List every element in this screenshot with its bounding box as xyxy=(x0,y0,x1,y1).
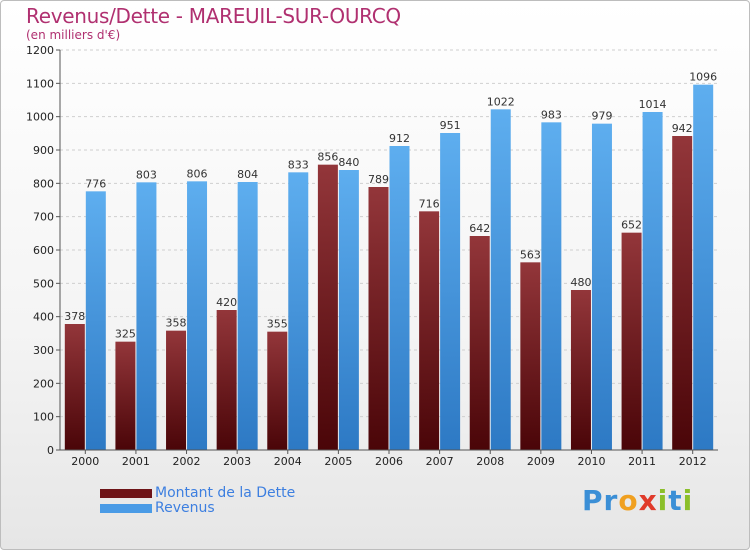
data-label-revenus-2009: 983 xyxy=(541,108,562,121)
data-label-debt-2006: 789 xyxy=(368,173,389,186)
chart-subtitle: (en milliers d'€) xyxy=(26,28,121,42)
logo-letter: o xyxy=(618,484,639,517)
y-tick-label: 800 xyxy=(33,177,54,190)
data-label-debt-2007: 716 xyxy=(419,197,440,210)
bar-revenus-2001 xyxy=(136,182,157,451)
x-tick-label: 2000 xyxy=(71,455,99,468)
bar-revenus-2004 xyxy=(288,172,309,451)
data-label-revenus-2003: 804 xyxy=(237,168,258,181)
data-labels: 378 776 325 803 358 806 420 804 355 833 856 840 789 9… xyxy=(64,71,717,341)
x-tick-label: 2008 xyxy=(476,455,504,468)
data-label-revenus-2004: 833 xyxy=(288,158,309,171)
y-tick-label: 700 xyxy=(33,211,54,224)
data-label-debt-2002: 358 xyxy=(166,317,187,330)
bar-debt-2010 xyxy=(570,290,591,450)
bar-debt-2006 xyxy=(368,187,389,450)
x-axis: 2000 2001 2002 2003 2004 2005 2006 2007 2008 2009… xyxy=(60,449,718,468)
data-label-debt-2003: 420 xyxy=(216,296,237,309)
x-tick-label: 2004 xyxy=(274,455,302,468)
y-tick-label: 1000 xyxy=(26,111,54,124)
data-label-revenus-2007: 951 xyxy=(440,119,461,132)
bar-debt-2003 xyxy=(216,310,237,450)
logo-letter: t xyxy=(668,484,683,517)
bar-debt-2008 xyxy=(469,236,490,450)
bar-debt-2000 xyxy=(64,324,85,450)
x-tick-label: 2005 xyxy=(324,455,352,468)
x-tick-label: 2006 xyxy=(375,455,403,468)
y-tick-label: 600 xyxy=(33,244,54,257)
legend-label-revenus: Revenus xyxy=(155,500,215,516)
data-label-debt-2008: 642 xyxy=(469,222,490,235)
data-label-debt-2010: 480 xyxy=(570,276,591,289)
bar-debt-2009 xyxy=(520,262,541,450)
bar-revenus-2006 xyxy=(389,146,410,450)
logo-letter: i xyxy=(657,484,669,517)
x-tick-label: 2007 xyxy=(426,455,454,468)
y-tick-label: 200 xyxy=(33,377,54,390)
x-tick-label: 2010 xyxy=(577,455,605,468)
data-label-revenus-2002: 806 xyxy=(187,167,208,180)
data-label-debt-2011: 652 xyxy=(621,219,642,232)
data-label-revenus-2000: 776 xyxy=(85,177,106,190)
data-label-revenus-2005: 840 xyxy=(338,156,359,169)
logo-letter: r xyxy=(603,484,619,517)
data-label-revenus-2011: 1014 xyxy=(639,98,667,111)
grid-lines xyxy=(60,49,718,451)
bars xyxy=(64,84,714,451)
data-label-debt-2000: 378 xyxy=(64,310,85,323)
x-tick-label: 2009 xyxy=(527,455,555,468)
bar-debt-2001 xyxy=(115,341,136,450)
proxiti-logo: Proxiti xyxy=(582,484,693,517)
logo-letter: i xyxy=(682,484,694,517)
data-label-revenus-2006: 912 xyxy=(389,132,410,145)
bar-revenus-2005 xyxy=(338,170,359,450)
bar-revenus-2007 xyxy=(440,133,461,450)
x-tick-label: 2012 xyxy=(679,455,707,468)
bar-revenus-2011 xyxy=(642,112,663,450)
y-tick-label: 1100 xyxy=(26,77,54,90)
data-label-debt-2004: 355 xyxy=(267,318,288,331)
logo-letter: x xyxy=(638,484,658,517)
y-tick-label: 100 xyxy=(33,411,54,424)
x-tick-label: 2011 xyxy=(628,455,656,468)
y-axis: 0 100 200 300 400 500 600 700 800 900 1000 1100 1200 xyxy=(26,44,61,457)
legend-swatch-revenus xyxy=(100,504,152,513)
y-tick-label: 0 xyxy=(47,444,54,457)
bar-debt-2012 xyxy=(672,136,693,450)
y-tick-label: 500 xyxy=(33,277,54,290)
bar-revenus-2000 xyxy=(85,191,106,451)
x-tick-label: 2003 xyxy=(223,455,251,468)
bar-revenus-2012 xyxy=(693,84,714,451)
bar-debt-2007 xyxy=(419,211,440,450)
data-label-debt-2005: 856 xyxy=(317,151,338,164)
logo-letter: P xyxy=(582,484,604,517)
chart-title: Revenus/Dette - MAREUIL-SUR-OURCQ xyxy=(26,4,401,28)
bar-revenus-2008 xyxy=(490,109,511,450)
bar-revenus-2003 xyxy=(237,182,258,450)
data-label-revenus-2001: 803 xyxy=(136,168,157,181)
data-label-debt-2012: 942 xyxy=(672,122,693,135)
x-tick-label: 2002 xyxy=(173,455,201,468)
bar-debt-2004 xyxy=(267,331,288,450)
x-tick-label: 2001 xyxy=(122,455,150,468)
bar-revenus-2002 xyxy=(187,181,208,451)
y-tick-label: 900 xyxy=(33,144,54,157)
data-label-debt-2009: 563 xyxy=(520,248,541,261)
y-tick-label: 1200 xyxy=(26,44,54,57)
y-tick-label: 300 xyxy=(33,344,54,357)
legend-swatch-debt xyxy=(100,489,152,498)
bar-revenus-2009 xyxy=(541,122,562,450)
legend-label-debt: Montant de la Dette xyxy=(155,485,296,501)
y-tick-label: 400 xyxy=(33,311,54,324)
bar-revenus-2010 xyxy=(591,123,612,451)
data-label-debt-2001: 325 xyxy=(115,328,136,341)
bar-debt-2011 xyxy=(621,232,642,450)
data-label-revenus-2008: 1022 xyxy=(487,95,515,108)
bar-debt-2002 xyxy=(166,330,187,450)
data-label-revenus-2012: 1096 xyxy=(689,71,717,84)
data-label-revenus-2010: 979 xyxy=(591,110,612,123)
bar-debt-2005 xyxy=(317,164,338,450)
